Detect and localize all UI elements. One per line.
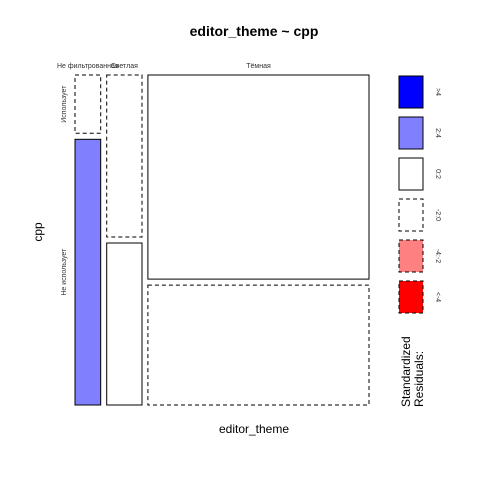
row-labels: Использует Не использует — [61, 85, 68, 296]
row-label: Использует — [61, 85, 68, 123]
legend-swatch — [398, 239, 424, 273]
legend-label: 2:4 — [434, 128, 441, 138]
legend-label: -2:0 — [434, 209, 441, 221]
y-axis-label: cpp — [31, 222, 45, 242]
row-label: Не использует — [61, 248, 68, 296]
mosaic-cell-3-1 — [147, 74, 370, 280]
legend-swatch — [398, 280, 424, 314]
legend-swatch — [398, 116, 424, 150]
mosaic-cells — [74, 74, 370, 406]
column-label: Тёмная — [246, 63, 271, 70]
mosaic-cell-3-2 — [147, 284, 370, 406]
mosaic-cell-2-2 — [106, 242, 143, 406]
legend-title-line-2: Residuals: — [412, 351, 426, 407]
legend-swatch — [398, 157, 424, 191]
column-label: Светлая — [111, 63, 138, 70]
legend-label: 0:2 — [434, 169, 441, 179]
legend-label: <-4 — [434, 292, 441, 302]
legend-label: >4 — [434, 88, 441, 96]
chart-title: editor_theme ~ cpp — [190, 23, 319, 39]
mosaic-cell-1-2 — [74, 138, 102, 406]
legend-title-line-1: Standardized — [399, 336, 413, 407]
column-label: Не фильтрованная — [57, 63, 119, 70]
x-axis-label: editor_theme — [219, 422, 289, 436]
mosaic-cell-2-1 — [106, 74, 143, 238]
legend-swatch — [398, 75, 424, 109]
mosaic-cell-1-1 — [74, 74, 102, 134]
legend-swatch — [398, 198, 424, 232]
legend-label: -4:-2 — [434, 249, 441, 264]
legend: Standardized Residuals: >4 2:4 0:2 -2:0 -4:-… — [398, 75, 441, 407]
